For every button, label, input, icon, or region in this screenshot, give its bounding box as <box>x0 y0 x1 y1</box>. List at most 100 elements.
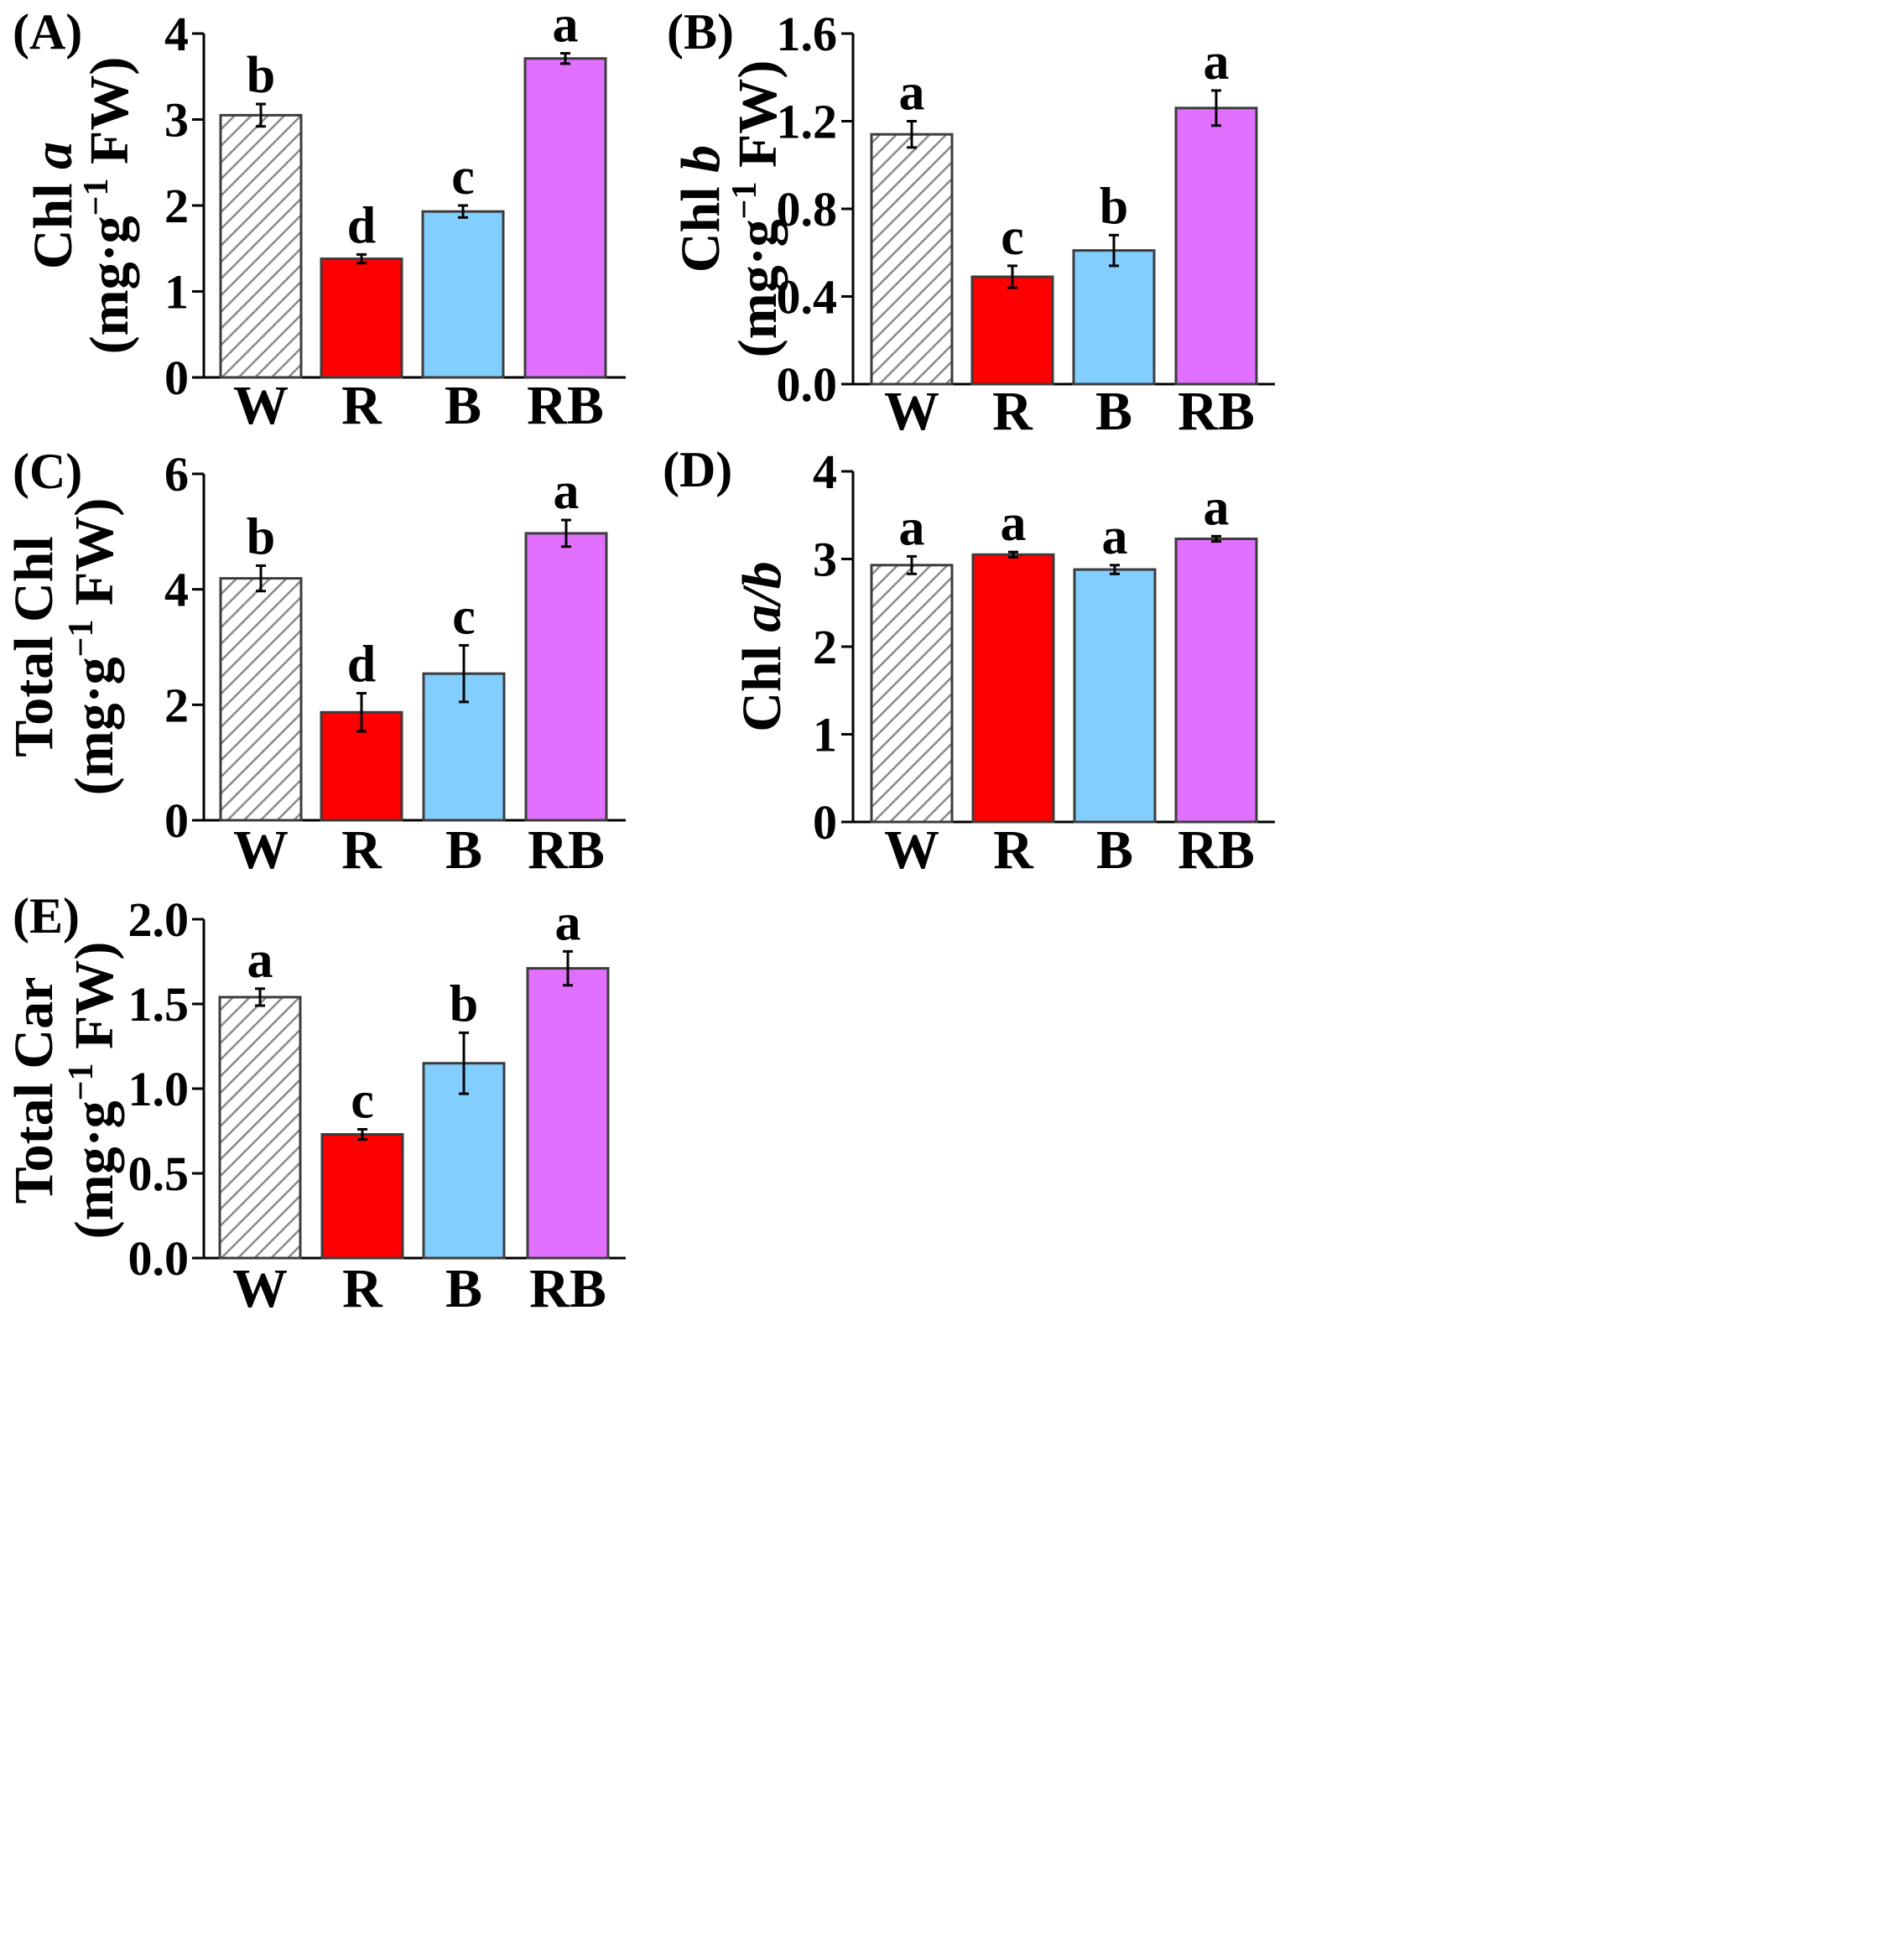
y-tick-label: 6 <box>164 447 189 502</box>
panel-label: (D) <box>663 442 732 497</box>
x-tick-label: RB <box>1178 819 1255 881</box>
y-tick-label: 3 <box>813 533 837 587</box>
x-tick-label: R <box>341 819 382 881</box>
y-tick-label: 2 <box>164 678 189 732</box>
significance-letter: a <box>1204 34 1230 91</box>
y-axis-title: Chl a/b <box>731 561 793 732</box>
y-tick-label: 1.0 <box>128 1062 190 1116</box>
x-tick-label: B <box>445 819 482 881</box>
significance-letter: c <box>1001 209 1024 266</box>
significance-letter: a <box>1204 479 1230 536</box>
x-tick-label: W <box>233 819 289 881</box>
bar-b <box>1072 249 1156 386</box>
bar-w <box>219 577 303 822</box>
x-tick-label: R <box>992 381 1033 442</box>
y-tick-label: 0.0 <box>777 357 838 412</box>
panel-b: (B) 0.0 0.4 0.8 1.2 1.6 a Wc Rb Ba RB Chl b(mg·g−1 … <box>667 4 1275 442</box>
y-tick-label: 4 <box>813 445 837 499</box>
bar-rb <box>523 57 607 379</box>
y-tick-label: 1 <box>164 265 189 320</box>
panel-c: (C) 0 2 4 6 b Wd Rc Ba RB Total Chl (mg·g−1 FW) <box>3 444 626 881</box>
bar-rb <box>524 532 608 822</box>
significance-letter: a <box>1001 495 1027 552</box>
panel-label: (B) <box>667 4 734 60</box>
significance-letter: a <box>1102 508 1128 565</box>
x-tick-label: RB <box>528 819 605 881</box>
x-tick-label: R <box>341 375 382 436</box>
x-tick-label: B <box>1096 819 1133 881</box>
y-tick-label: 2 <box>164 179 189 233</box>
x-tick-label: RB <box>527 375 604 436</box>
bar-rb <box>526 967 610 1260</box>
significance-letter: a <box>899 65 925 122</box>
y-axis-unit: (mg·g−1 FW) <box>726 60 788 358</box>
x-tick-label: RB <box>529 1258 606 1319</box>
panel-label: (C) <box>13 444 82 499</box>
y-axis-title: Total Chl <box>3 536 65 757</box>
bar-w <box>870 133 954 386</box>
significance-letter: a <box>554 463 580 520</box>
significance-letter: c <box>351 1072 374 1129</box>
panel-label: (A) <box>13 4 82 60</box>
x-tick-label: R <box>993 819 1034 881</box>
significance-letter: d <box>347 197 376 254</box>
y-tick-label: 1 <box>813 708 837 762</box>
x-tick-label: B <box>445 375 481 436</box>
significance-letter: a <box>899 499 925 556</box>
y-axis-unit: (mg·g−1 FW) <box>77 57 140 355</box>
x-tick-label: W <box>233 375 289 436</box>
y-axis-unit: (mg·g−1 FW) <box>62 498 125 796</box>
x-tick-label: B <box>1095 381 1132 442</box>
y-axis-title: Chl b <box>670 145 731 273</box>
bar-r <box>320 257 403 379</box>
x-tick-label: W <box>884 381 939 442</box>
bar-w <box>218 996 302 1260</box>
y-tick-label: 0.0 <box>128 1231 190 1286</box>
panel-e: (E) 0.0 0.5 1.0 1.5 2.0 a Wc Rb Ba RB Total Car (mg·… <box>3 888 626 1319</box>
significance-letter: b <box>1100 178 1128 235</box>
y-tick-label: 1.5 <box>128 977 190 1032</box>
x-tick-label: W <box>884 819 939 881</box>
bar-r <box>320 1133 404 1260</box>
y-axis-title: Chl a <box>23 142 84 269</box>
y-axis-unit: (mg·g−1 FW) <box>62 942 125 1240</box>
y-tick-label: 1.2 <box>777 95 838 149</box>
x-tick-label: R <box>342 1258 383 1319</box>
significance-letter: b <box>247 508 275 565</box>
bar-w <box>219 113 303 379</box>
y-tick-label: 0.8 <box>777 182 838 237</box>
bar-r <box>971 553 1055 824</box>
y-tick-label: 2 <box>813 620 837 674</box>
y-tick-label: 0 <box>164 351 189 405</box>
significance-letter: a <box>555 894 581 951</box>
y-tick-label: 0.5 <box>128 1147 190 1201</box>
bar-rb <box>1174 537 1258 824</box>
x-tick-label: B <box>445 1258 482 1319</box>
y-tick-label: 0 <box>813 795 837 850</box>
panel-a: (A) 0 1 2 3 4 b Wd Rc Ba RB Chl a(mg·g−1 FW) <box>13 0 626 436</box>
y-tick-label: 3 <box>164 93 189 148</box>
y-axis-title: Total Car <box>3 977 65 1204</box>
y-tick-label: 2.0 <box>128 892 190 947</box>
bar-w <box>870 564 954 824</box>
significance-letter: d <box>347 637 376 694</box>
bar-b <box>1073 568 1157 824</box>
y-tick-label: 4 <box>164 563 189 617</box>
significance-letter: a <box>247 932 273 989</box>
x-tick-label: W <box>232 1258 288 1319</box>
y-tick-label: 0 <box>164 793 189 848</box>
bar-b <box>422 1062 506 1260</box>
significance-letter: b <box>247 47 275 104</box>
bar-b <box>421 210 505 379</box>
significance-letter: c <box>451 148 475 205</box>
bar-r <box>970 275 1054 386</box>
y-tick-label: 1.6 <box>777 7 838 61</box>
y-tick-label: 4 <box>164 7 189 61</box>
significance-letter: c <box>452 588 476 645</box>
y-tick-label: 0.4 <box>777 270 838 325</box>
panel-label: (E) <box>13 888 80 944</box>
panel-d: (D) 0 1 2 3 4 a Wa Ra Ba RB Chl a/b <box>663 442 1275 881</box>
significance-letter: a <box>553 0 579 54</box>
significance-letter: b <box>450 975 478 1032</box>
